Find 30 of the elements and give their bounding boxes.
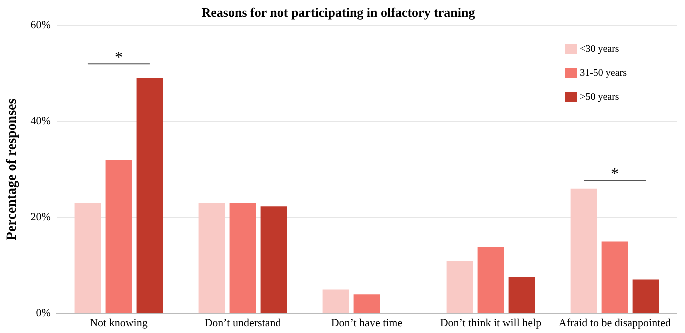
legend-label: <30 years [580,44,620,55]
bar [570,188,598,314]
annotation: * [610,166,619,184]
bar [354,294,380,314]
bar [508,277,536,314]
x-tick-label: Don’t understand [204,317,282,330]
y-tick-label: 0% [36,308,51,320]
bar [632,280,660,314]
y-tick-label: 40% [30,116,51,128]
x-tick-label: Not knowing [90,317,148,330]
bar [478,248,504,314]
y-axis-title: Percentage of responses [5,98,20,241]
bar [230,203,256,314]
bar [602,242,628,314]
bar [260,206,288,314]
legend-label: >50 years [580,92,620,103]
chart-title: Reasons for not participating in olfactory traning [202,5,476,20]
bar [136,78,164,314]
legend-label: 31-50 years [580,68,627,79]
bar [446,260,474,314]
y-tick-label: 60% [30,19,51,32]
bar [74,203,102,314]
annotation: * [114,49,123,66]
bar [198,203,226,314]
x-tick-label: Don’t have time [331,317,403,330]
y-tick-label: 20% [30,212,51,224]
x-tick-label: Don’t think it will help [440,317,542,330]
x-tick-label: Afraid to be disappointed [558,317,672,330]
bar [322,290,350,314]
bar [106,160,132,314]
